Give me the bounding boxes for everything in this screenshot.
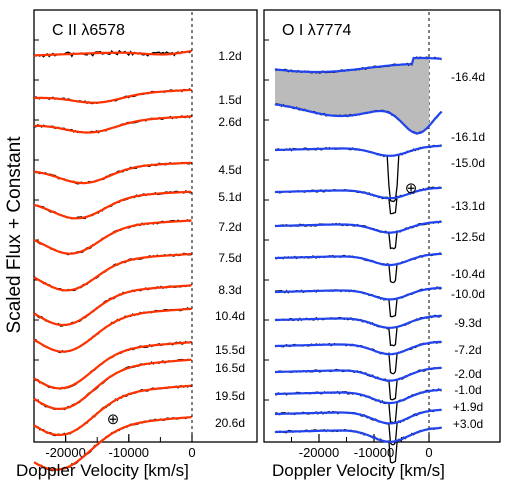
- left-observed-spectrum: [33, 252, 192, 292]
- right-x-ticks: -20000 -10000 0: [264, 12, 433, 460]
- left-epoch-label: 8.3d: [218, 283, 241, 297]
- left-model-spectrum: [33, 252, 192, 292]
- right-model-spectrum: [275, 426, 442, 443]
- left-epoch-labels: 1.2d 1.5d 2.6d 4.5d 5.1d 7.2d 7.5d 8.3d 10.4d 15.…: [215, 49, 245, 430]
- right-epoch-label: -13.1d: [451, 199, 485, 213]
- left-epoch-label: 1.2d: [218, 49, 241, 63]
- right-x-tick-label: 0: [425, 445, 432, 460]
- left-observed-spectrum: [33, 284, 192, 327]
- right-epoch-label: +3.0d: [453, 417, 483, 431]
- right-model-spectrum: [275, 220, 442, 234]
- right-model-spectrum: [275, 388, 442, 405]
- right-model-spectrum: [275, 144, 442, 157]
- right-epoch-label: -16.1d: [451, 130, 485, 144]
- right-epoch-label: -7.2d: [454, 343, 481, 357]
- left-x-tick-label: -10000: [109, 445, 149, 460]
- right-panel-title: O I λ7774: [282, 22, 351, 39]
- left-model-spectrum: [33, 190, 192, 220]
- left-model-spectrum: [34, 115, 192, 134]
- right-model-spectrum: [275, 314, 442, 329]
- right-model-spectrum: [274, 56, 442, 74]
- right-epoch-label: -10.4d: [451, 267, 485, 281]
- left-model-spectrum: [33, 416, 192, 471]
- left-epoch-label: 15.5d: [215, 343, 245, 357]
- right-model-spectrum: [274, 103, 443, 135]
- left-epoch-label: 19.5d: [215, 389, 245, 403]
- left-model-spectrum: [33, 49, 192, 57]
- left-epoch-label: 5.1d: [218, 190, 241, 204]
- left-model-spectrum: [33, 358, 192, 410]
- telluric-earth-symbol-right: ⊕: [405, 180, 418, 197]
- right-spectra: [274, 56, 443, 464]
- left-epoch-label: 2.6d: [218, 115, 241, 129]
- x-axis-label-right: Doppler Velocity [km/s]: [272, 461, 445, 480]
- right-epoch-label: -16.4d: [451, 70, 485, 84]
- left-epoch-label: 7.2d: [218, 220, 241, 234]
- left-observed-spectrum: [33, 340, 192, 390]
- left-model-spectrum: [33, 307, 192, 353]
- right-model-spectrum: [275, 408, 442, 425]
- right-model-spectrum: [275, 186, 442, 200]
- right-shaded-region: [275, 58, 429, 134]
- left-model-spectrum: [33, 161, 192, 185]
- left-epoch-label: 7.5d: [218, 251, 241, 265]
- left-panel-frame: [33, 9, 258, 443]
- left-model-spectrum: [33, 341, 192, 390]
- left-x-ticks: -20000 -10000 0: [33, 12, 196, 460]
- right-model-spectrum: [275, 366, 442, 382]
- left-spectra: [33, 49, 192, 472]
- right-epoch-label: -15.0d: [451, 156, 485, 170]
- right-x-tick-label: -10000: [354, 445, 394, 460]
- left-epoch-label: 4.5d: [218, 163, 241, 177]
- x-axis-label-left: Doppler Velocity [km/s]: [16, 461, 189, 480]
- left-model-spectrum: [34, 88, 192, 104]
- left-model-spectrum: [33, 384, 192, 436]
- left-x-tick-label: 0: [188, 445, 195, 460]
- left-x-tick-label: -20000: [45, 445, 85, 460]
- left-model-spectrum: [33, 284, 192, 327]
- left-observed-spectrum: [33, 218, 192, 256]
- left-model-spectrum: [33, 219, 192, 255]
- right-panel: O I λ7774 -20000 -10000 0 -16.4d -16.1d -15.…: [263, 9, 501, 464]
- left-epoch-label: 20.6d: [215, 416, 245, 430]
- right-model-spectrum: [275, 252, 442, 267]
- right-x-tick-label: -20000: [299, 445, 339, 460]
- right-shaded-area: [275, 58, 429, 134]
- left-observed-spectrum: [33, 307, 192, 354]
- left-panel-title: C II λ6578: [52, 22, 125, 39]
- right-epoch-label: -9.3d: [454, 316, 481, 330]
- left-panel: C II λ6578 -20000 -10000 0 1.2d 1.5d 2.6d 4.5…: [33, 9, 258, 472]
- y-axis-label: Scaled Flux + Constant: [4, 136, 25, 334]
- left-epoch-label: 16.5d: [215, 361, 245, 375]
- telluric-earth-symbol-left: ⊕: [107, 411, 120, 428]
- right-epoch-label: +1.9d: [453, 400, 483, 414]
- left-epoch-label: 10.4d: [215, 309, 245, 323]
- right-model-spectrum: [275, 340, 442, 356]
- right-epoch-label: -2.0d: [454, 367, 481, 381]
- right-model-spectrum: [275, 286, 442, 301]
- right-epoch-labels: -16.4d -16.1d -15.0d -13.1d -12.5d -10.4d -10.…: [451, 70, 485, 431]
- right-epoch-label: -1.0d: [454, 383, 481, 397]
- right-epoch-label: -10.0d: [451, 287, 485, 301]
- left-epoch-label: 1.5d: [218, 93, 241, 107]
- left-observed-spectrum: [33, 161, 192, 185]
- right-epoch-label: -12.5d: [451, 230, 485, 244]
